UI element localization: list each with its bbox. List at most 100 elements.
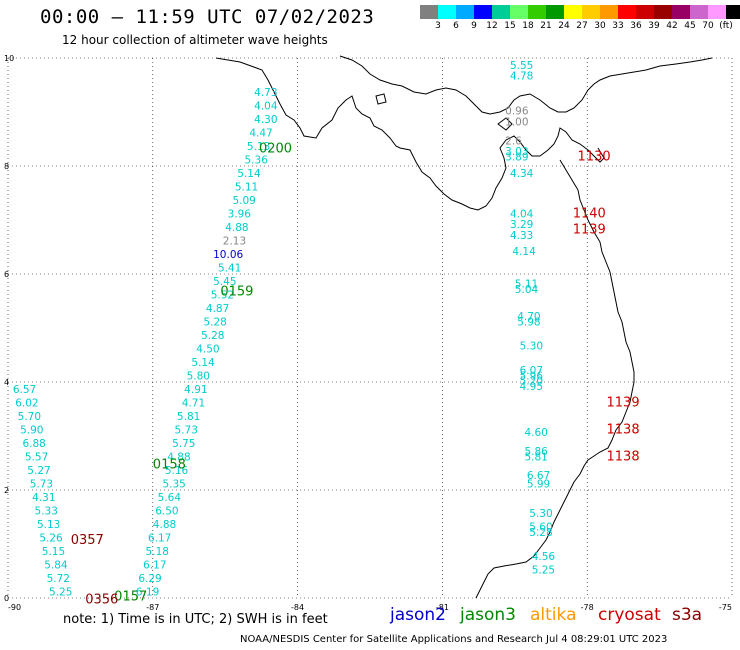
legend-swatch <box>438 5 456 19</box>
legend-swatch <box>600 5 618 19</box>
x-tick-label: -87 <box>146 603 159 612</box>
swh-value: 6.88 <box>22 438 45 450</box>
swh-value: 5.13 <box>37 519 60 531</box>
swh-value: 4.70 <box>517 311 540 323</box>
pass-time: 0356 <box>85 592 118 607</box>
swh-value: 2.13 <box>223 235 246 247</box>
swh-value: 5.81 <box>177 411 200 423</box>
swh-value: 4.47 <box>249 127 272 139</box>
swh-value: 5.84 <box>44 559 68 571</box>
credit-line: NOAA/NESDIS Center for Satellite Applica… <box>240 634 668 645</box>
swh-value: 5.35 <box>162 478 185 490</box>
color-legend <box>420 5 740 19</box>
legend-label: 42 <box>666 21 678 31</box>
satellite-jason2: jason2 <box>390 605 446 625</box>
pass-time: 0158 <box>153 457 186 472</box>
legend-swatch <box>546 5 564 19</box>
swh-value: 5.15 <box>42 546 65 558</box>
swh-value: 4.34 <box>510 168 534 180</box>
swh-value: 6.07 <box>520 365 543 377</box>
legend-label: 36 <box>630 21 642 31</box>
swh-value: 5.41 <box>218 262 241 274</box>
legend-swatch <box>672 5 690 19</box>
legend-swatch <box>492 5 510 19</box>
y-tick-label: 8 <box>4 162 9 171</box>
swh-value: 4.88 <box>167 451 190 463</box>
swh-value: 4.91 <box>184 384 207 396</box>
pass-time: 1139 <box>607 395 640 410</box>
swh-value: 5.73 <box>30 478 53 490</box>
legend-label: 30 <box>594 21 606 31</box>
legend-swatch <box>456 5 474 19</box>
swh-value: 5.99 <box>527 478 550 490</box>
swh-value: 6.50 <box>155 505 178 517</box>
swh-value: 4.87 <box>206 303 229 315</box>
y-tick-label: 2 <box>4 486 9 495</box>
lat-lon-grid <box>7 57 733 599</box>
pass-time: 1138 <box>607 422 640 437</box>
swh-value: 5.75 <box>172 438 195 450</box>
coastline-colombia <box>475 159 635 599</box>
swh-value: 5.90 <box>20 424 43 436</box>
swh-value: 5.98 <box>517 316 540 328</box>
coastline-island-2 <box>375 93 387 105</box>
swh-value: 6.17 <box>148 532 171 544</box>
swh-value: 5.55 <box>510 60 533 72</box>
legend-swatch <box>564 5 582 19</box>
swh-value: 4.71 <box>182 397 205 409</box>
legend-label: 9 <box>471 21 477 31</box>
swh-value: 4.30 <box>254 114 277 126</box>
swh-value: 5.11 <box>515 279 538 291</box>
legend-swatch <box>528 5 546 19</box>
swh-value: 5.28 <box>201 330 224 342</box>
swh-value: 4.56 <box>532 551 556 563</box>
coastline <box>215 55 713 599</box>
coastline-island <box>497 117 513 131</box>
y-tick-label: 0 <box>4 594 9 603</box>
legend-label: 70 <box>702 21 714 31</box>
swh-value: 4.31 <box>32 492 55 504</box>
legend-label: 6 <box>453 21 459 31</box>
swh-value: 5.60 <box>529 522 552 534</box>
swh-value: 6.67 <box>527 470 550 482</box>
pass-time: 1130 <box>578 150 611 165</box>
color-legend-labels: 3 6 9 12 15 18 21 24 27 30 33 36 39 42 45 70 (ft) <box>420 21 735 31</box>
swh-value: 5.04 <box>515 284 539 296</box>
legend-swatch <box>636 5 654 19</box>
swh-value: 3.89 <box>505 152 528 164</box>
swh-value: 5.25 <box>49 586 72 598</box>
footer-note: note: 1) Time is in UTC; 2) SWH is in fe… <box>63 612 328 627</box>
swh-value: 0.96 <box>505 106 529 118</box>
y-tick-label: 10 <box>4 54 14 63</box>
swh-value: 4.78 <box>510 71 533 83</box>
swh-value: 10.06 <box>213 249 243 261</box>
pass-time: 0200 <box>259 142 292 157</box>
legend-swatch <box>582 5 600 19</box>
legend-swatch <box>474 5 492 19</box>
swh-value: 5.81 <box>524 451 547 463</box>
pass-time: 1138 <box>607 449 640 464</box>
swh-value: 5.09 <box>232 195 255 207</box>
legend-label: 21 <box>540 21 552 31</box>
y-tick-label: 4 <box>4 378 9 387</box>
swh-value: 5.86 <box>524 446 548 458</box>
coastline-central-america <box>215 57 605 211</box>
swh-value: 5.30 <box>520 341 543 353</box>
legend-swatch <box>510 5 528 19</box>
swh-value: 4.73 <box>254 87 277 99</box>
pass-time: 0157 <box>114 590 147 605</box>
swh-value: 4.04 <box>254 100 278 112</box>
swh-labels: 4.734.044.304.475.135.365.145.115.093.96… <box>13 60 556 598</box>
legend-swatch <box>654 5 672 19</box>
swh-value: 4.14 <box>512 246 536 258</box>
swh-value: 4.33 <box>510 230 533 242</box>
coastline-caribbean <box>339 55 713 115</box>
swh-value: 5.28 <box>203 316 226 328</box>
legend-label: 15 <box>504 21 516 31</box>
page-subtitle: 12 hour collection of altimeter wave hei… <box>62 33 328 47</box>
legend-swatch <box>420 5 438 19</box>
swh-value: 5.80 <box>187 370 210 382</box>
swh-value: 5.14 <box>237 168 261 180</box>
legend-label: (ft) <box>719 21 733 31</box>
swh-value: 5.73 <box>175 424 198 436</box>
